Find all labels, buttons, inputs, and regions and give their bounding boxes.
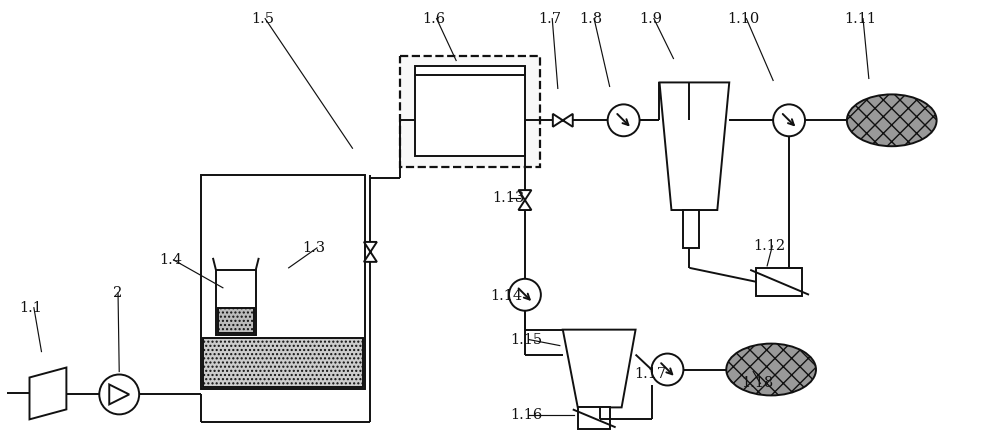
Text: 1.12: 1.12 (753, 239, 785, 253)
Polygon shape (364, 242, 377, 262)
Polygon shape (553, 114, 573, 127)
Text: 1.10: 1.10 (727, 12, 760, 26)
Bar (756, 268, 802, 296)
Text: 1.6: 1.6 (422, 12, 445, 26)
Circle shape (509, 279, 541, 311)
Circle shape (608, 104, 640, 136)
Ellipse shape (726, 344, 816, 395)
Polygon shape (659, 82, 729, 210)
Bar (415, 66, 525, 156)
Ellipse shape (847, 95, 937, 146)
Polygon shape (563, 330, 636, 407)
Text: 1.11: 1.11 (844, 12, 876, 26)
Text: 1.15: 1.15 (510, 333, 542, 347)
Text: 1.4: 1.4 (159, 253, 182, 267)
Text: 1.14: 1.14 (490, 289, 522, 303)
Text: 1.9: 1.9 (640, 12, 663, 26)
Bar (400, 55, 540, 167)
Text: 1.7: 1.7 (538, 12, 561, 26)
Text: 1.16: 1.16 (510, 409, 542, 422)
Bar (216, 270, 256, 334)
Text: 1.18: 1.18 (741, 376, 773, 391)
Text: 2: 2 (113, 286, 122, 300)
Text: 1.3: 1.3 (303, 241, 326, 255)
Polygon shape (30, 368, 66, 419)
Text: 1.17: 1.17 (635, 367, 667, 381)
Text: 1.1: 1.1 (20, 301, 42, 315)
Bar (578, 407, 610, 429)
Circle shape (773, 104, 805, 136)
Bar (683, 210, 699, 248)
Text: 1.13: 1.13 (492, 191, 524, 205)
Polygon shape (109, 385, 129, 405)
Polygon shape (518, 190, 531, 210)
Text: 1.5: 1.5 (251, 12, 274, 26)
Text: 1.8: 1.8 (580, 12, 603, 26)
Bar (203, 337, 363, 388)
Circle shape (652, 354, 683, 385)
Bar (218, 308, 254, 333)
Bar (201, 175, 365, 389)
Circle shape (99, 375, 139, 414)
